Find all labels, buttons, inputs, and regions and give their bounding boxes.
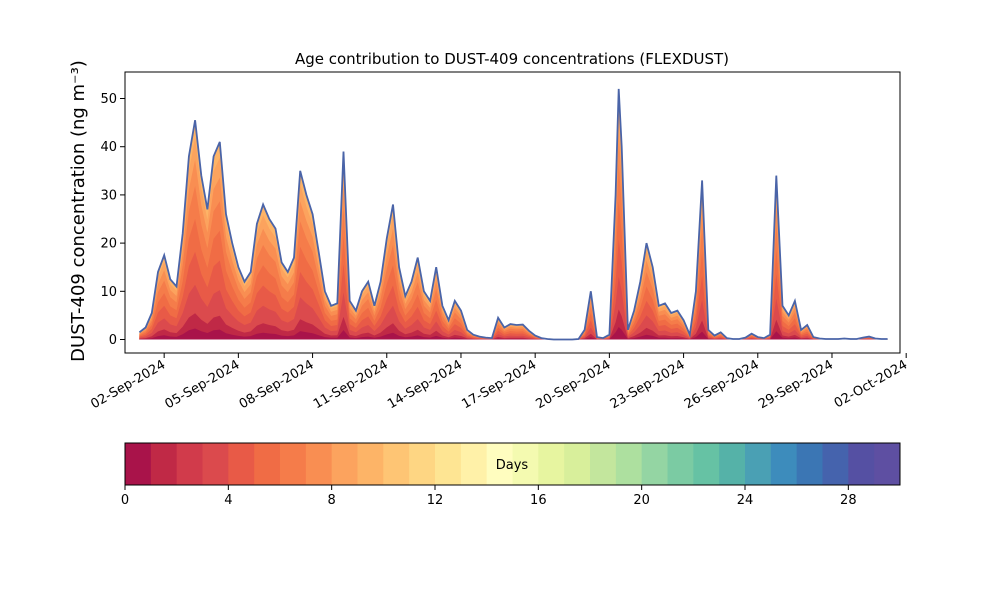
colorbar-swatch xyxy=(150,443,178,485)
colorbar-swatch xyxy=(538,443,565,485)
colorbar-tick-label: 0 xyxy=(121,493,129,508)
colorbar-tick-label: 28 xyxy=(840,493,857,508)
plot-frame xyxy=(124,71,901,354)
y-axis: 0 10 20 30 40 50 xyxy=(100,92,125,348)
colorbar-swatch xyxy=(796,443,823,485)
colorbar-swatch xyxy=(202,443,229,485)
colorbar-ticks: 0 4 8 12 16 20 24 28 xyxy=(121,485,857,508)
x-tick-label: 20-Sep-2024 xyxy=(534,357,614,412)
y-tick-label: 0 xyxy=(109,333,117,348)
colorbar-swatch xyxy=(383,443,410,485)
y-tick-label: 20 xyxy=(100,237,117,252)
colorbar-swatch xyxy=(435,443,462,485)
x-tick-label: 02-Sep-2024 xyxy=(88,357,168,412)
x-tick-label: 17-Sep-2024 xyxy=(459,357,539,412)
y-tick-label: 30 xyxy=(100,188,117,203)
colorbar-swatch xyxy=(693,443,720,485)
y-tick-label: 40 xyxy=(100,140,117,155)
colorbar-swatch xyxy=(409,443,436,485)
colorbar-tick-label: 24 xyxy=(737,493,754,508)
colorbar-swatch xyxy=(770,443,798,485)
x-tick-label: 11-Sep-2024 xyxy=(311,357,391,412)
colorbar-swatch xyxy=(641,443,668,485)
y-tick-label: 50 xyxy=(100,92,117,107)
colorbar-swatch xyxy=(667,443,694,485)
colorbar-tick-label: 20 xyxy=(633,493,650,508)
colorbar-label: Days xyxy=(496,458,529,473)
colorbar-swatch xyxy=(719,443,746,485)
colorbar-swatch xyxy=(745,443,772,485)
chart-title: Age contribution to DUST-409 concentrati… xyxy=(295,50,729,68)
colorbar-swatch xyxy=(615,443,643,485)
colorbar-swatch xyxy=(254,443,281,485)
colorbar-tick-label: 4 xyxy=(224,493,232,508)
colorbar-swatch xyxy=(874,443,901,485)
colorbar-swatch xyxy=(176,443,203,485)
x-axis: 02-Sep-202405-Sep-202408-Sep-202411-Sep-… xyxy=(88,353,910,412)
colorbar-swatch xyxy=(280,443,307,485)
colorbar-swatch xyxy=(486,443,513,485)
x-tick-label: 05-Sep-2024 xyxy=(163,357,243,412)
colorbar-swatch xyxy=(357,443,384,485)
area-layer xyxy=(139,88,888,340)
colorbar-swatch xyxy=(848,443,875,485)
colorbar-swatch xyxy=(822,443,849,485)
colorbar-tick-label: 16 xyxy=(530,493,547,508)
colorbar-swatch xyxy=(125,443,152,485)
age-layer-7 xyxy=(139,309,888,340)
y-tick-label: 10 xyxy=(100,285,117,300)
colorbar-tick-label: 8 xyxy=(328,493,336,508)
x-tick-label: 02-Oct-2024 xyxy=(832,357,910,411)
x-tick-label: 29-Sep-2024 xyxy=(756,357,836,412)
age-layer-8 xyxy=(139,327,888,340)
y-axis-label: DUST-409 concentration (ng m⁻³) xyxy=(68,60,89,362)
x-tick-label: 26-Sep-2024 xyxy=(682,357,762,412)
colorbar-swatch xyxy=(512,443,539,485)
colorbar-frame xyxy=(124,442,901,486)
colorbar-swatch xyxy=(460,443,488,485)
colorbar-swatch xyxy=(590,443,617,485)
x-tick-label: 23-Sep-2024 xyxy=(608,357,688,412)
colorbar-swatch xyxy=(331,443,358,485)
colorbar-swatch xyxy=(228,443,255,485)
colorbar xyxy=(124,442,901,486)
colorbar-swatch xyxy=(305,443,333,485)
total-concentration-line xyxy=(138,88,888,341)
x-tick-label: 14-Sep-2024 xyxy=(385,357,465,412)
colorbar-tick-label: 12 xyxy=(427,493,444,508)
colorbar-swatch xyxy=(564,443,591,485)
x-tick-label: 08-Sep-2024 xyxy=(237,357,317,412)
